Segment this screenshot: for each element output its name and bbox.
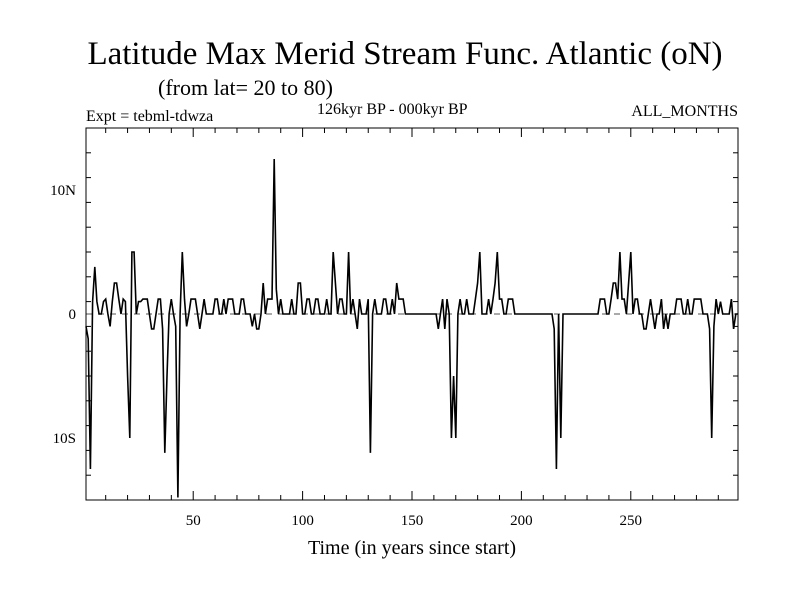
y-tick-label: 10S [53,431,76,447]
months-label: ALL_MONTHS [631,103,738,120]
y-tick-label: 0 [69,307,77,323]
y-tick-label: 10N [50,183,76,199]
x-axis-title: Time (in years since start) [308,537,516,559]
chart-title: Latitude Max Merid Stream Func. Atlantic… [87,36,723,72]
x-tick-label: 50 [186,513,201,529]
x-tick-label: 100 [291,513,314,529]
tick-labels: 50 100 150 200 250 10S 0 10N [50,183,642,529]
chart-subtitle: (from lat= 20 to 80) [158,75,333,100]
series-line-latitude-max [85,158,738,498]
period-label: 126kyr BP - 000kyr BP [317,101,468,118]
x-tick-label: 150 [401,513,424,529]
axis-ticks [86,127,738,501]
experiment-label: Expt = tebml-tdwza [86,108,214,125]
x-tick-label: 200 [510,513,533,529]
plot-frame [85,127,739,501]
x-tick-label: 250 [620,513,643,529]
